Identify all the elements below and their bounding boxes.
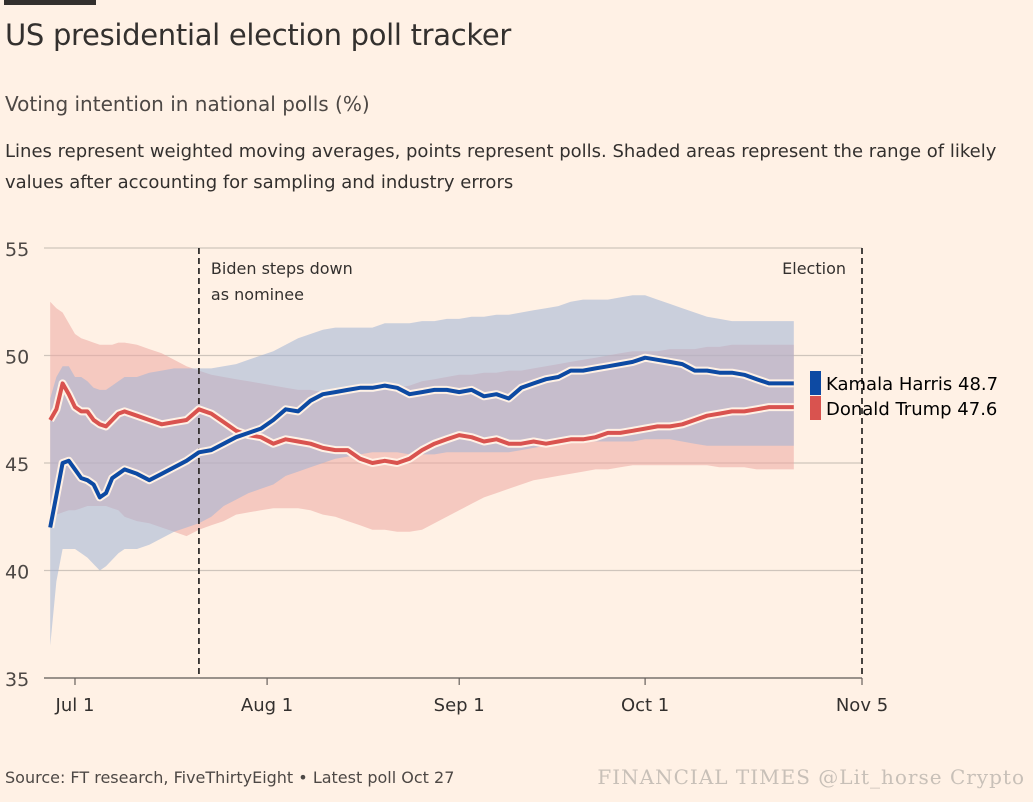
y-tick-label: 35: [5, 669, 29, 691]
trump-average-line: [48, 381, 794, 465]
biden-annotation-label: Biden steps down: [211, 259, 353, 278]
chart-title: US presidential election poll tracker: [5, 18, 512, 52]
chart-subtitle: Voting intention in national polls (%): [5, 92, 370, 116]
x-tick-label: Jul 1: [55, 695, 95, 716]
y-tick-label: 40: [5, 562, 29, 584]
harris-swatch: [810, 371, 821, 395]
harris-range-band: [50, 295, 794, 646]
y-tick-label: 45: [5, 454, 29, 476]
watermark: FINANCIAL TIMES @Lit_horse Crypto: [597, 765, 1025, 789]
chart-description: Lines represent weighted moving averages…: [5, 141, 997, 193]
biden-annotation-label: as nominee: [211, 285, 304, 304]
harris-end-label: Kamala Harris 48.7: [826, 374, 998, 395]
x-tick-label: Nov 5: [836, 695, 888, 716]
x-tick-label: Sep 1: [434, 695, 485, 716]
harris-average-line: [48, 355, 794, 528]
source-note: Source: FT research, FiveThirtyEight • L…: [5, 768, 455, 787]
x-tick-label: Aug 1: [241, 695, 293, 716]
election-annotation-label: Election: [782, 259, 846, 278]
trump-swatch: [810, 396, 821, 420]
trump-end-label: Donald Trump 47.6: [826, 399, 997, 420]
y-tick-label: 50: [5, 347, 29, 369]
x-tick-label: Oct 1: [621, 695, 669, 716]
ft-top-rule: [4, 0, 96, 5]
y-tick-label: 55: [5, 239, 29, 261]
